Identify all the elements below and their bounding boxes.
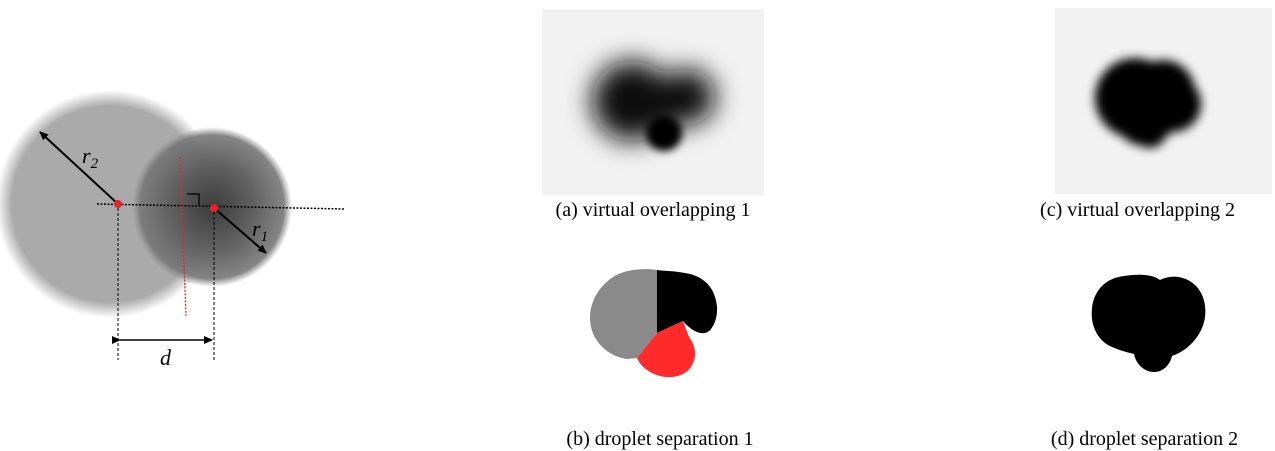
right-angle-marker — [187, 193, 200, 205]
droplet-separation-2-image — [1091, 274, 1206, 372]
center-line — [96, 203, 346, 210]
radius-r2-arrow — [39, 131, 119, 205]
droplet-separation-1-image — [589, 269, 718, 378]
separation-region-gray — [589, 269, 657, 359]
label-r2: r2 — [82, 143, 99, 172]
overlap-geometry-diagram: r2 r1 d — [0, 90, 346, 370]
virtual-overlapping-1-image — [542, 9, 764, 195]
small-droplet-center — [210, 204, 218, 212]
separation-region-black — [1091, 274, 1206, 372]
radius-r1-arrow — [213, 207, 267, 254]
caption-a: (a) virtual overlapping 1 — [555, 199, 751, 221]
separation-region-black — [657, 270, 718, 334]
virtual-overlapping-2-image — [1055, 8, 1272, 194]
caption-c: (c) virtual overlapping 2 — [1040, 199, 1235, 221]
separation-region-red — [637, 321, 696, 378]
caption-b: (b) droplet separation 1 — [566, 428, 754, 450]
label-r1: r1 — [252, 216, 268, 245]
caption-d: (d) droplet separation 2 — [1050, 428, 1239, 450]
large-droplet-center — [114, 200, 122, 208]
label-d: d — [160, 345, 172, 370]
